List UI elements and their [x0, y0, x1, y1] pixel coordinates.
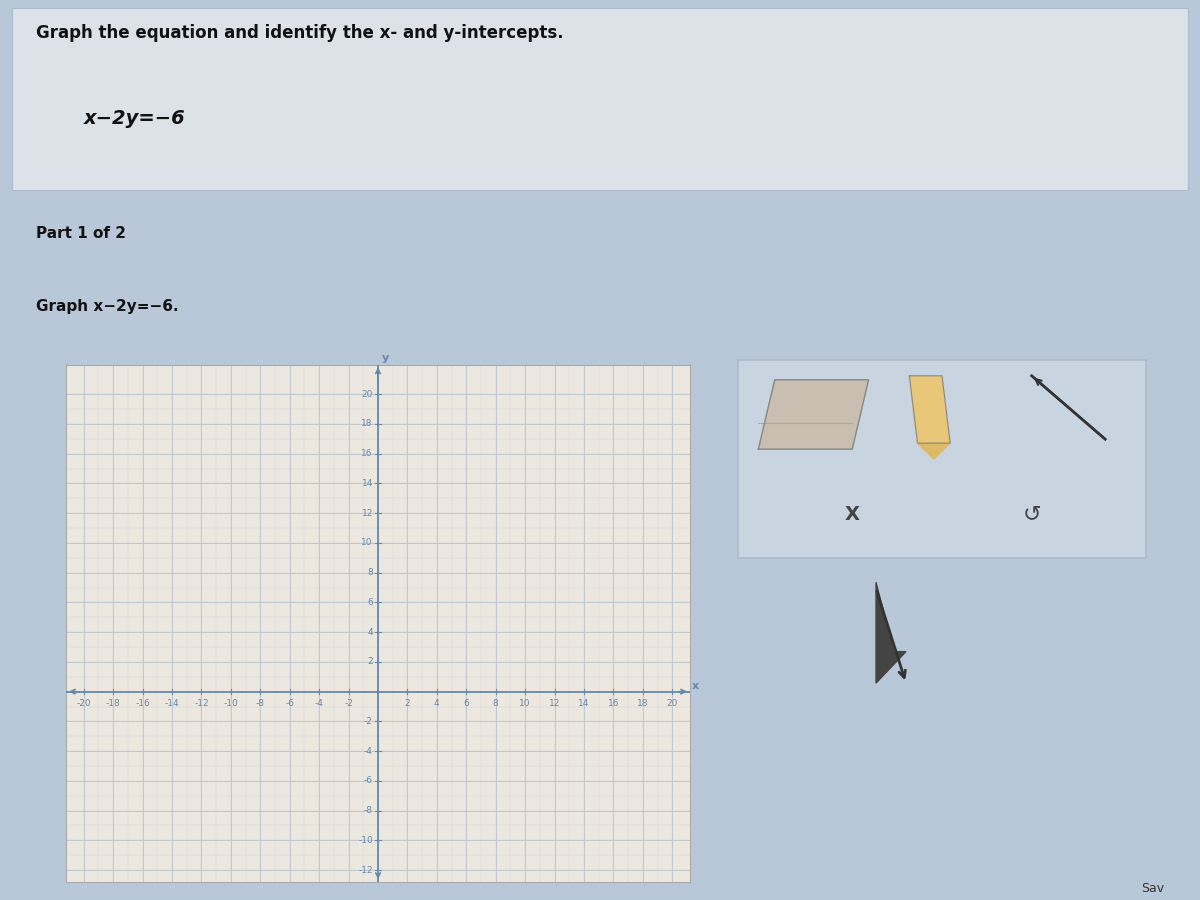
Text: -18: -18	[106, 699, 120, 708]
FancyBboxPatch shape	[12, 8, 1188, 190]
Text: 6: 6	[463, 699, 469, 708]
Text: 2: 2	[367, 657, 373, 666]
Polygon shape	[876, 582, 906, 683]
Text: 4: 4	[434, 699, 439, 708]
Polygon shape	[918, 443, 950, 459]
Text: 10: 10	[361, 538, 373, 547]
Text: Graph the equation and identify the x- and y-intercepts.: Graph the equation and identify the x- a…	[36, 23, 564, 41]
Text: -2: -2	[364, 717, 373, 726]
Text: x: x	[691, 680, 698, 690]
Text: 16: 16	[361, 449, 373, 458]
Text: -10: -10	[358, 836, 373, 845]
Text: 14: 14	[578, 699, 589, 708]
Text: 18: 18	[361, 419, 373, 428]
Text: -6: -6	[286, 699, 294, 708]
Text: Graph x−2y=−6.: Graph x−2y=−6.	[36, 299, 179, 313]
Text: -12: -12	[359, 866, 373, 875]
Text: 2: 2	[404, 699, 410, 708]
Text: Part 1 of 2: Part 1 of 2	[36, 227, 126, 241]
Text: 12: 12	[361, 508, 373, 518]
Text: -4: -4	[314, 699, 324, 708]
Text: 14: 14	[361, 479, 373, 488]
Text: -16: -16	[136, 699, 150, 708]
Text: Sav: Sav	[1141, 883, 1164, 896]
Text: ↺: ↺	[1022, 504, 1042, 525]
Text: -4: -4	[364, 747, 373, 756]
Text: x−2y=−6: x−2y=−6	[84, 109, 186, 128]
Text: X: X	[845, 505, 859, 524]
Text: -8: -8	[256, 699, 265, 708]
Text: 12: 12	[548, 699, 560, 708]
Text: 10: 10	[520, 699, 530, 708]
Text: 8: 8	[493, 699, 499, 708]
Text: 20: 20	[667, 699, 678, 708]
Text: -2: -2	[344, 699, 353, 708]
Text: 4: 4	[367, 627, 373, 636]
Text: -20: -20	[77, 699, 91, 708]
Text: -12: -12	[194, 699, 209, 708]
Polygon shape	[758, 380, 869, 449]
Text: -14: -14	[164, 699, 179, 708]
Text: 8: 8	[367, 568, 373, 577]
Text: -8: -8	[364, 806, 373, 815]
Text: 6: 6	[367, 598, 373, 607]
Text: 16: 16	[607, 699, 619, 708]
Text: 20: 20	[361, 390, 373, 399]
Polygon shape	[910, 376, 950, 443]
Text: y: y	[382, 353, 389, 363]
Text: 18: 18	[637, 699, 649, 708]
Text: -10: -10	[223, 699, 239, 708]
Text: -6: -6	[364, 777, 373, 786]
